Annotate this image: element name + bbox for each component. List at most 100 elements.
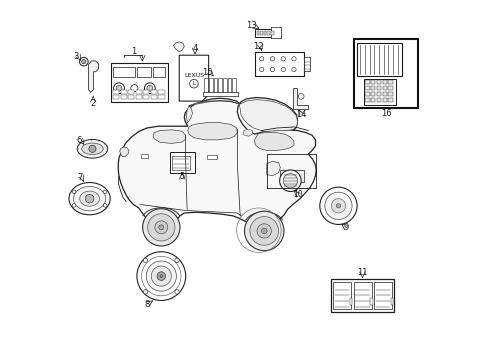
Bar [382, 98, 386, 102]
Circle shape [298, 94, 304, 99]
Circle shape [319, 187, 356, 225]
Text: 8: 8 [144, 300, 149, 309]
Bar [143, 95, 149, 99]
Bar [171, 156, 189, 170]
Circle shape [151, 266, 171, 286]
Polygon shape [244, 129, 252, 136]
Bar [143, 90, 149, 94]
Polygon shape [88, 61, 99, 93]
Bar [376, 86, 380, 90]
Bar [136, 90, 142, 94]
Bar [387, 98, 392, 102]
Polygon shape [173, 42, 184, 51]
Bar [330, 279, 393, 312]
Text: 1: 1 [130, 47, 136, 56]
Bar [357, 43, 402, 76]
Bar [140, 154, 148, 158]
Text: 9: 9 [342, 223, 347, 232]
Bar [387, 92, 392, 96]
Bar [254, 51, 304, 76]
Bar [267, 31, 269, 35]
Polygon shape [153, 130, 185, 143]
Text: L: L [192, 81, 195, 86]
Bar [227, 78, 231, 93]
Circle shape [147, 214, 175, 241]
Circle shape [159, 225, 163, 230]
Bar [370, 86, 375, 90]
Bar [382, 92, 386, 96]
Circle shape [279, 170, 301, 192]
Circle shape [103, 190, 107, 194]
Bar [255, 29, 276, 37]
Polygon shape [266, 161, 280, 176]
Circle shape [137, 252, 185, 301]
Bar [373, 282, 391, 309]
Circle shape [116, 85, 122, 91]
Circle shape [81, 59, 86, 64]
Bar [365, 86, 369, 90]
Ellipse shape [73, 186, 105, 211]
Polygon shape [179, 55, 208, 101]
Bar [158, 90, 164, 94]
Bar [349, 298, 351, 305]
Circle shape [85, 194, 94, 203]
Circle shape [283, 174, 297, 188]
Bar [382, 80, 386, 84]
Text: 15: 15 [201, 68, 212, 77]
Bar [271, 27, 281, 38]
Circle shape [143, 258, 147, 262]
Circle shape [80, 57, 88, 66]
Bar [223, 78, 226, 93]
Bar [213, 78, 217, 93]
Polygon shape [293, 88, 308, 109]
Circle shape [257, 224, 271, 238]
Circle shape [281, 67, 285, 72]
Bar [369, 298, 372, 305]
Bar [370, 92, 375, 96]
Bar [151, 90, 157, 94]
Text: 11: 11 [357, 268, 367, 277]
Ellipse shape [80, 191, 99, 206]
Circle shape [175, 290, 179, 294]
Text: 7: 7 [78, 173, 83, 182]
Bar [158, 95, 164, 99]
Bar [121, 95, 126, 99]
Circle shape [157, 272, 165, 280]
Bar [121, 90, 126, 94]
Bar [256, 31, 259, 35]
Text: 6: 6 [77, 136, 82, 145]
Bar [370, 98, 375, 102]
Circle shape [89, 145, 96, 152]
Bar [113, 95, 119, 99]
Polygon shape [186, 100, 297, 132]
Circle shape [144, 83, 155, 94]
Bar [353, 282, 371, 309]
Circle shape [249, 217, 278, 245]
Polygon shape [254, 132, 293, 150]
Bar [152, 67, 165, 77]
Bar [136, 95, 142, 99]
Text: 3: 3 [73, 52, 79, 61]
Bar [365, 92, 369, 96]
Circle shape [281, 57, 285, 61]
Bar [270, 31, 273, 35]
Circle shape [336, 204, 340, 208]
Circle shape [147, 85, 152, 91]
Circle shape [146, 261, 176, 291]
Text: 13: 13 [246, 21, 257, 30]
Bar [353, 40, 418, 108]
Text: 2: 2 [90, 99, 96, 108]
Bar [232, 78, 235, 93]
Circle shape [131, 85, 138, 92]
Bar [264, 31, 266, 35]
Bar [128, 90, 134, 94]
Circle shape [160, 275, 163, 278]
Circle shape [270, 57, 274, 61]
Bar [376, 92, 380, 96]
Circle shape [142, 209, 180, 246]
Circle shape [175, 258, 179, 262]
Text: LEXUS: LEXUS [183, 73, 203, 78]
Circle shape [291, 67, 296, 72]
Circle shape [324, 192, 351, 220]
Bar [169, 152, 195, 173]
